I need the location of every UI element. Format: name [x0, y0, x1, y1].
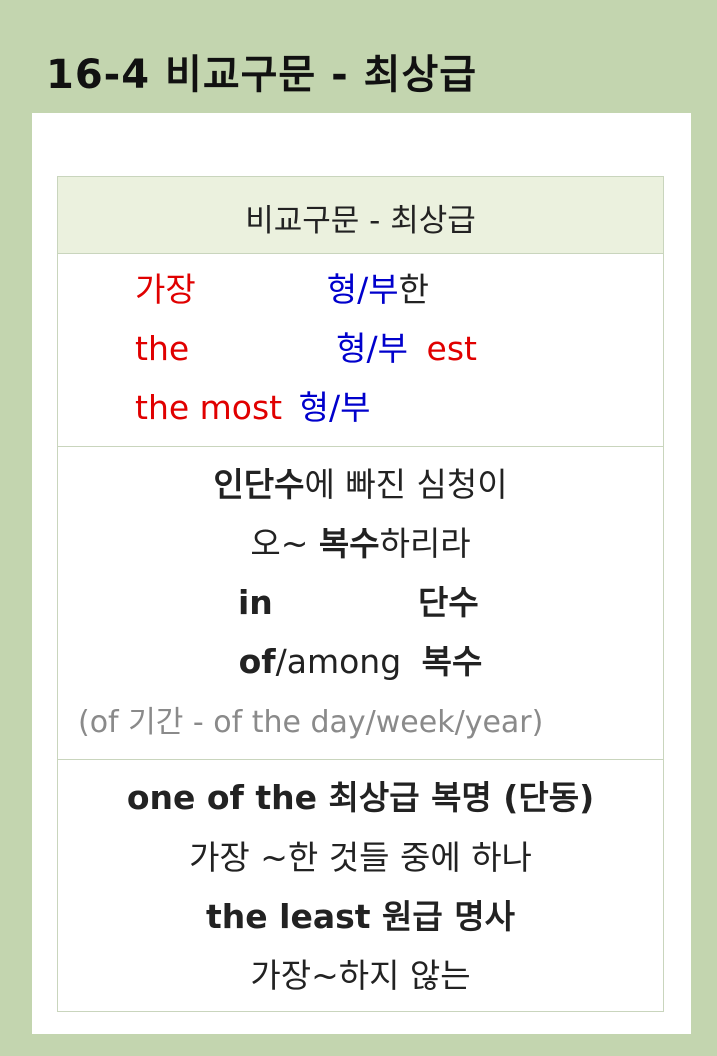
mnemonic-line-4: of/among 복수	[58, 642, 663, 682]
mnemonic-singular: 단수	[418, 583, 479, 622]
pattern-1-red: 가장	[135, 270, 196, 309]
box-header-row: 비교구문 - 최상급	[58, 177, 663, 254]
pattern-row: 가장 형/부한 the 형/부 est the most 형/부	[58, 254, 663, 447]
pattern-1-plain: 한	[398, 270, 429, 309]
pattern-3-blue: 형/부	[298, 388, 371, 427]
extra-line-1: one of the 최상급 복명 (단동)	[126, 778, 595, 817]
pattern-3: the most 형/부	[135, 388, 370, 428]
box-header: 비교구문 - 최상급	[245, 203, 476, 239]
mnemonic-note: (of 기간 - of the day/week/year)	[78, 705, 544, 740]
mnemonic-bold-1: 인단수	[213, 465, 305, 504]
grammar-box: 비교구문 - 최상급 가장 형/부한 the 형/부 est the most …	[57, 176, 664, 1012]
mnemonic-among: /among	[275, 642, 402, 681]
mnemonic-line-1: 인단수에 빠진 심청이	[58, 465, 663, 505]
mnemonic-bold-2: 복수	[318, 524, 380, 563]
pattern-2-blue: 형/부	[336, 329, 409, 368]
mnemonic-line-2: 오~ 복수하리라	[58, 524, 663, 564]
pattern-1: 가장 형/부한	[135, 270, 429, 310]
mnemonic-row: 인단수에 빠진 심청이 오~ 복수하리라 in 단수 of/among 복수 (…	[58, 447, 663, 760]
mnemonic-plural: 복수	[421, 642, 483, 681]
extra-line-2: 가장 ~한 것들 중에 하나	[189, 838, 532, 877]
page-title: 16-4 비교구문 - 최상급	[46, 52, 478, 98]
mnemonic-plain-2a: 오~	[250, 524, 319, 563]
mnemonic-of: of	[238, 642, 276, 681]
pattern-2: the 형/부 est	[135, 329, 477, 369]
pattern-3-red: the most	[135, 388, 283, 427]
extra-line-3: the least 원급 명사	[206, 897, 515, 936]
pattern-1-blue: 형/부	[326, 270, 399, 309]
pattern-2-red: the	[135, 329, 190, 368]
pattern-2-suffix: est	[426, 329, 477, 368]
mnemonic-rest-1: 에 빠진 심청이	[304, 465, 508, 504]
mnemonic-in: in	[238, 583, 273, 622]
extra-row: one of the 최상급 복명 (단동) 가장 ~한 것들 중에 하나 th…	[58, 760, 663, 1013]
mnemonic-plain-2b: 하리라	[379, 524, 471, 563]
extra-line-4: 가장~하지 않는	[250, 956, 471, 995]
